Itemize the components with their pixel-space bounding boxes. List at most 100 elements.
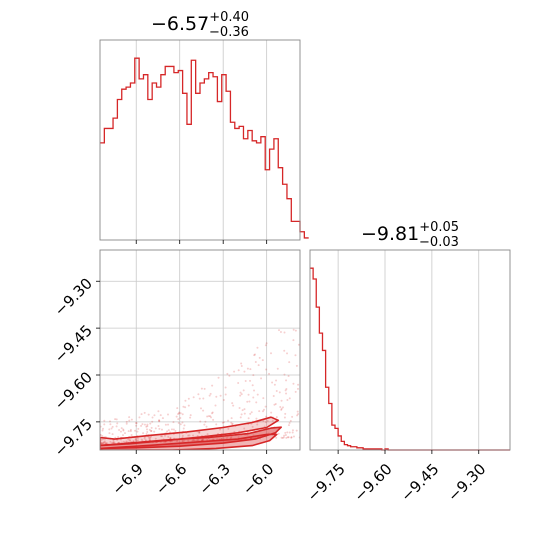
sample-point xyxy=(164,423,167,426)
sample-point xyxy=(264,421,267,424)
sample-point xyxy=(287,374,290,377)
sample-point xyxy=(169,436,172,439)
sample-point xyxy=(147,435,150,438)
sample-point xyxy=(262,397,265,400)
sample-point xyxy=(206,433,209,436)
sample-point xyxy=(290,436,293,439)
sample-point xyxy=(142,432,145,435)
sample-point xyxy=(288,397,291,400)
sample-point xyxy=(250,411,253,414)
sample-point xyxy=(122,440,125,443)
sample-point xyxy=(167,435,170,438)
joint-y-ticks: −9.75−9.60−9.45−9.30 xyxy=(51,275,100,460)
sample-point xyxy=(211,411,214,414)
sample-point xyxy=(177,412,180,415)
y-tick-label-param2: −9.60 xyxy=(51,368,96,413)
sample-point xyxy=(122,428,125,431)
sample-point xyxy=(251,384,254,387)
sample-point xyxy=(243,412,246,415)
sample-point xyxy=(219,428,222,431)
title-param2-plus: +0.05 xyxy=(419,220,459,235)
sample-point xyxy=(101,429,104,432)
sample-point xyxy=(292,339,295,342)
sample-point xyxy=(228,374,231,377)
hist-param1-steps xyxy=(100,57,309,239)
sample-point xyxy=(166,430,169,433)
sample-point xyxy=(127,438,130,441)
sample-point xyxy=(257,364,260,367)
sample-point xyxy=(129,439,132,442)
y-tick-label-param2: −9.30 xyxy=(51,275,96,320)
sample-point xyxy=(135,424,138,427)
sample-point xyxy=(208,394,211,397)
sample-point xyxy=(276,367,279,370)
hist-param2-grid xyxy=(337,250,480,450)
sample-point xyxy=(148,438,151,441)
sample-point xyxy=(149,435,152,438)
sample-point xyxy=(255,417,258,420)
sample-point xyxy=(222,421,225,424)
sample-point xyxy=(189,414,192,417)
sample-point xyxy=(158,419,161,422)
sample-point xyxy=(256,346,259,349)
sample-point xyxy=(215,395,218,398)
sample-point xyxy=(297,413,300,416)
sample-point xyxy=(192,434,195,437)
contour-level xyxy=(100,416,280,447)
sample-point xyxy=(170,428,173,431)
title-param1-minus: −0.36 xyxy=(209,25,249,40)
joint-x-ticks: −6.9 −6.6 −6.3 −6.0 xyxy=(108,450,277,499)
sample-point xyxy=(145,433,148,436)
sample-point xyxy=(210,412,213,415)
sample-point xyxy=(159,414,162,417)
sample-point xyxy=(283,331,286,334)
sample-point xyxy=(125,422,128,425)
sample-point xyxy=(167,429,170,432)
sample-point xyxy=(148,428,151,431)
sample-point xyxy=(161,417,164,420)
sample-point xyxy=(243,427,246,430)
sample-point xyxy=(144,439,147,442)
sample-point xyxy=(294,329,297,332)
sample-point xyxy=(290,436,293,439)
sample-point xyxy=(214,404,217,407)
sample-point xyxy=(102,441,105,444)
sample-point xyxy=(212,418,215,421)
sample-point xyxy=(249,368,252,371)
sample-point xyxy=(255,401,258,404)
sample-point xyxy=(128,438,131,441)
sample-point xyxy=(157,410,160,413)
sample-point xyxy=(176,407,179,410)
sample-point xyxy=(109,423,112,426)
sample-point xyxy=(101,442,104,445)
sample-point xyxy=(287,436,290,439)
sample-point xyxy=(167,413,170,416)
sample-point xyxy=(138,416,141,419)
sample-point xyxy=(258,356,261,359)
sample-point xyxy=(278,329,281,332)
sample-point xyxy=(172,428,175,431)
sample-point xyxy=(277,432,280,435)
x-tick-label-param2: −9.30 xyxy=(444,460,489,505)
sample-point xyxy=(149,436,152,439)
title-param2-minus: −0.03 xyxy=(419,235,459,250)
sample-point xyxy=(150,429,153,432)
sample-point xyxy=(211,384,214,387)
sample-point xyxy=(247,417,250,420)
sample-point xyxy=(243,370,246,373)
sample-point xyxy=(244,379,247,382)
sample-point xyxy=(122,429,125,432)
sample-point xyxy=(247,393,250,396)
sample-point xyxy=(111,425,114,428)
sample-point xyxy=(284,389,287,392)
sample-point xyxy=(111,441,114,444)
sample-point xyxy=(283,373,286,376)
sample-point xyxy=(197,393,200,396)
sample-point xyxy=(284,431,287,434)
sample-point xyxy=(278,391,281,394)
sample-point xyxy=(285,379,288,382)
sample-point xyxy=(237,369,240,372)
sample-point xyxy=(184,399,187,402)
sample-point xyxy=(206,415,209,418)
sample-point xyxy=(129,430,132,433)
